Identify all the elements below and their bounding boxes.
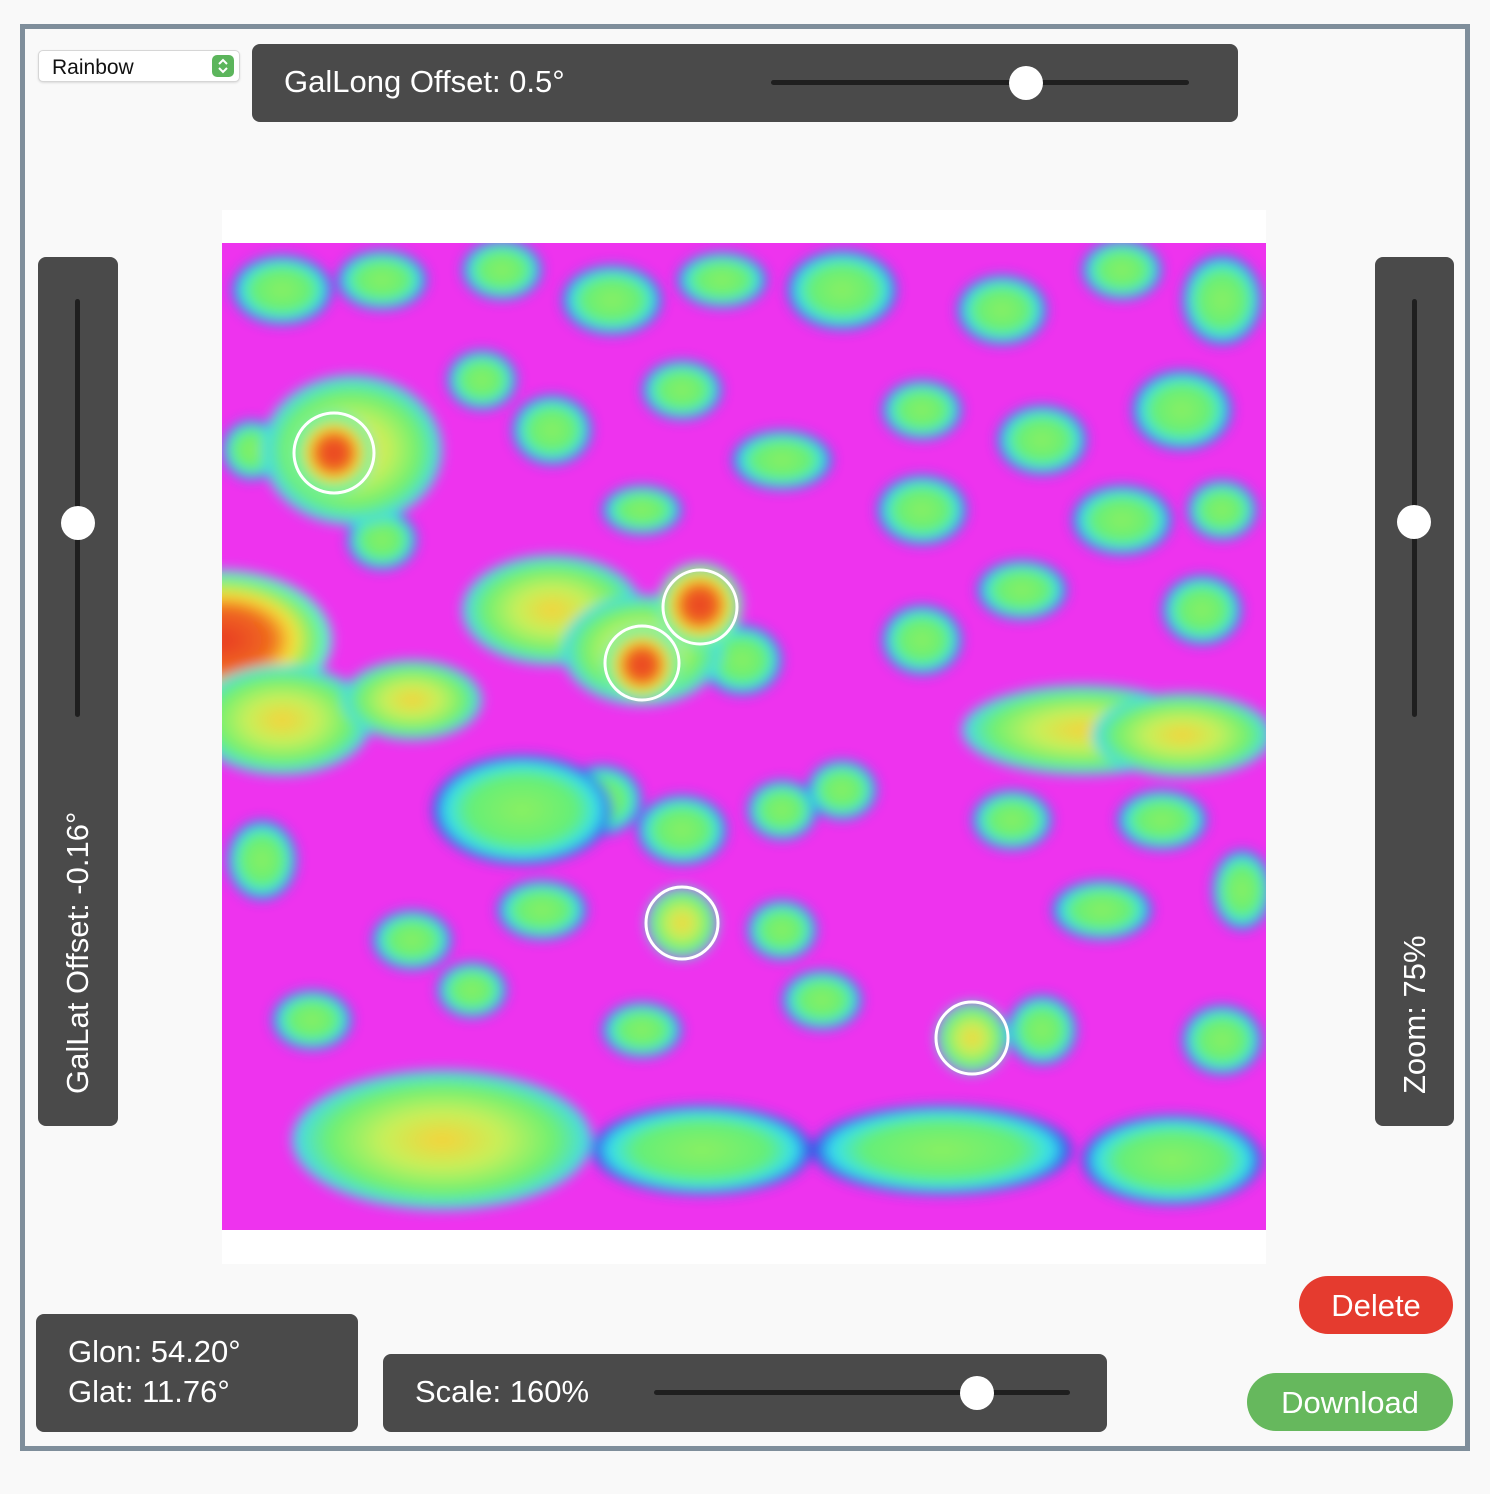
source-marker-1[interactable]: [292, 411, 376, 495]
source-marker-4[interactable]: [644, 885, 720, 961]
gallong-offset-panel: GalLong Offset: 0.5°: [252, 44, 1238, 122]
scale-slider[interactable]: [654, 1390, 1070, 1395]
source-marker-3[interactable]: [603, 624, 681, 702]
scale-slider-thumb[interactable]: [960, 1376, 994, 1410]
zoom-label: Zoom: 75%: [1397, 935, 1432, 1094]
glon-readout: Glon: 54.20°: [68, 1334, 241, 1369]
chevron-up-down-icon: [212, 55, 234, 77]
delete-button[interactable]: Delete: [1299, 1276, 1453, 1334]
scale-label: Scale: 160%: [415, 1374, 590, 1409]
sky-map-image: [222, 210, 1266, 1264]
zoom-slider-thumb[interactable]: [1397, 505, 1431, 539]
coordinate-readout: Glon: 54.20° Glat: 11.76°: [36, 1314, 358, 1432]
glat-readout: Glat: 11.76°: [68, 1374, 230, 1409]
source-marker-5[interactable]: [934, 1000, 1010, 1076]
gallat-offset-label: GalLat Offset: -0.16°: [60, 811, 95, 1094]
colormap-select[interactable]: Rainbow: [38, 50, 240, 82]
sky-map-viewport[interactable]: [222, 210, 1266, 1264]
download-button[interactable]: Download: [1247, 1373, 1453, 1431]
gallong-offset-slider-thumb[interactable]: [1009, 66, 1043, 100]
gallong-offset-label: GalLong Offset: 0.5°: [284, 64, 565, 99]
scale-panel: Scale: 160%: [383, 1354, 1107, 1432]
colormap-select-value: Rainbow: [52, 56, 134, 79]
source-marker-2[interactable]: [661, 568, 739, 646]
zoom-panel: Zoom: 75%: [1375, 257, 1454, 1126]
gallat-offset-slider-thumb[interactable]: [61, 506, 95, 540]
gallong-offset-slider[interactable]: [771, 80, 1189, 85]
gallat-offset-panel: GalLat Offset: -0.16°: [38, 257, 118, 1126]
